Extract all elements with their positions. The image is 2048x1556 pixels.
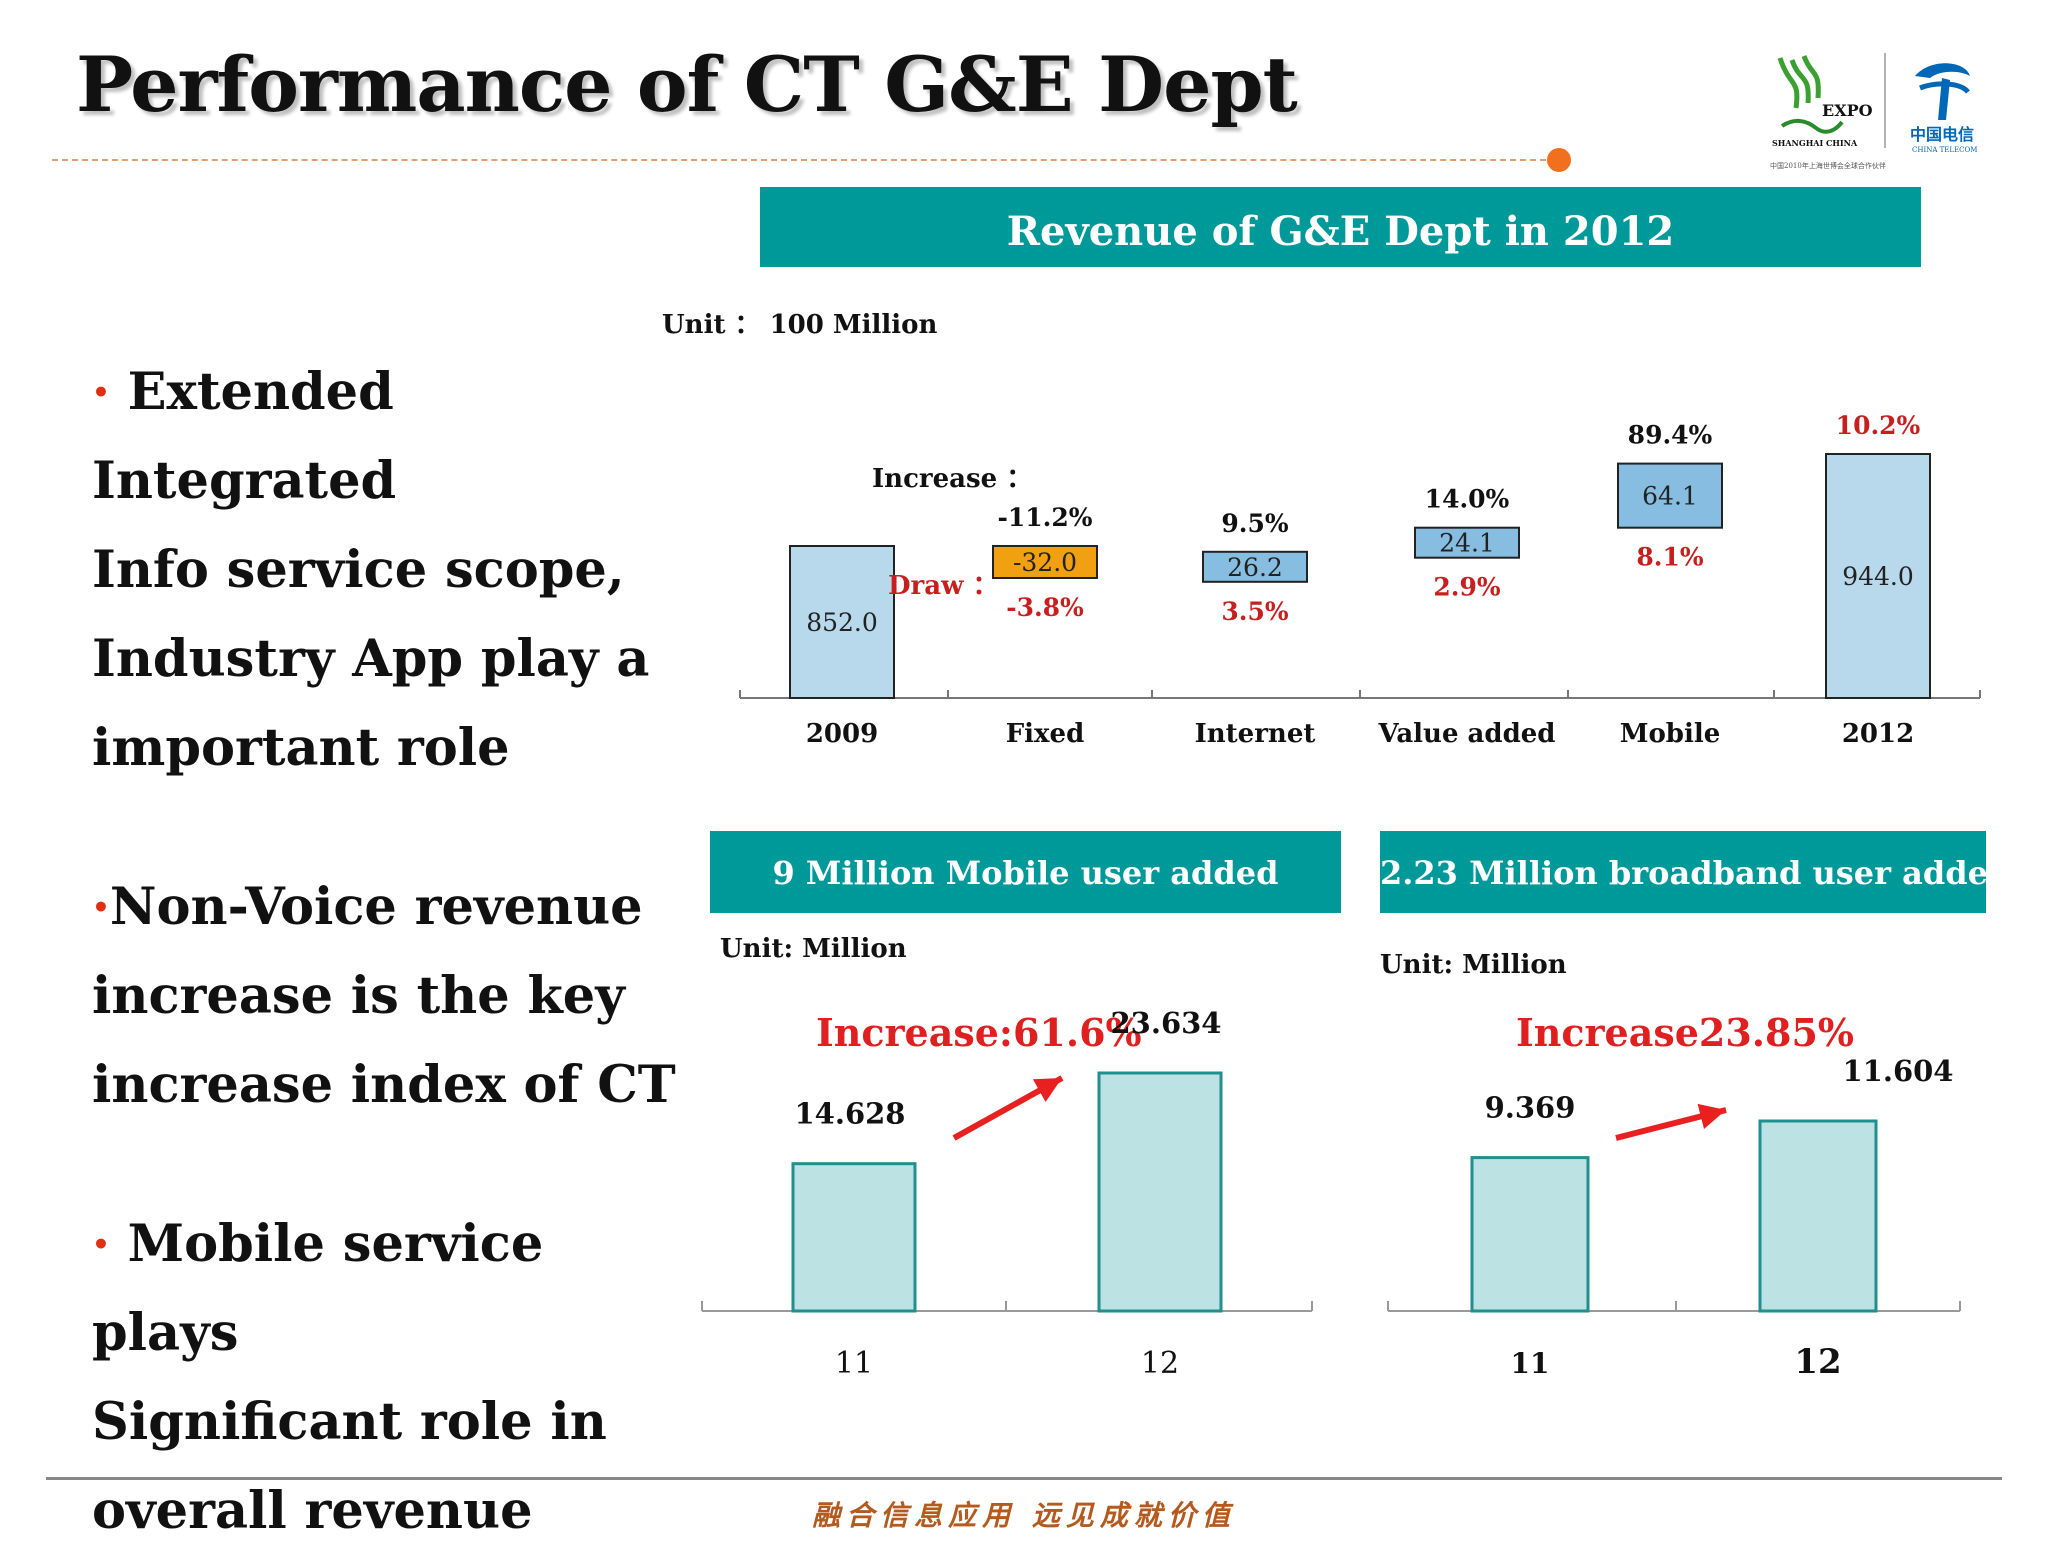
broadband-increase: Increase23.85% — [1516, 1010, 1855, 1055]
bullet-text: Info service scope, — [92, 540, 625, 600]
broadband-banner: 2.23 Million broadband user added — [1380, 831, 2010, 913]
telecom-en: CHINA TELECOM — [1912, 146, 1977, 154]
user-bar — [791, 1162, 917, 1313]
title-divider — [52, 159, 1556, 161]
bullet-line: • Extended Integrated — [92, 348, 692, 526]
bullet-line: Significant role in — [92, 1378, 692, 1467]
bullet-text: Mobile service plays — [92, 1214, 544, 1363]
bullet-text: Significant role in — [92, 1392, 607, 1452]
bullet-item: •Non-Voice revenue increase is the key inc… — [92, 863, 692, 1130]
user-bar — [1097, 1071, 1223, 1313]
increase-percent: 89.4% — [1628, 421, 1713, 450]
waterfall-bar — [1825, 453, 1931, 699]
increase-percent: 9.5% — [1221, 509, 1288, 538]
bar-value-label: 14.628 — [795, 1097, 906, 1131]
draw-percent: 2.9% — [1433, 573, 1500, 602]
draw-percent: 8.1% — [1636, 543, 1703, 572]
category-label: Value added — [1378, 719, 1556, 749]
bullet-line: • Mobile service plays — [92, 1200, 692, 1378]
bullet-text: increase is the key — [92, 966, 625, 1026]
bullet-line: •Non-Voice revenue — [92, 863, 692, 952]
category-label: 2009 — [806, 719, 878, 749]
bullet-dot-icon: • — [92, 376, 110, 409]
bullet-line: Info service scope, — [92, 526, 692, 615]
category-label: Fixed — [1006, 719, 1085, 749]
waterfall-bar — [992, 545, 1098, 579]
bullet-text: overall revenue — [92, 1481, 533, 1541]
revenue-waterfall-chart: 852.0 2009 -32.0 -11.2% -3.8% Fixed 26.2 9.5% 3.… — [739, 411, 1981, 749]
bullet-text: Industry App play a — [92, 629, 650, 689]
category-label: 2012 — [1842, 719, 1914, 749]
bullet-line: increase is the key — [92, 952, 692, 1041]
category-label: 12 — [1794, 1342, 1841, 1382]
draw-percent: -3.8% — [1006, 593, 1084, 622]
bullet-item: • Extended Integrated Info service scope,… — [92, 348, 692, 793]
user-bar — [1470, 1156, 1590, 1313]
mobile-increase: Increase:61.6% — [816, 1010, 1142, 1055]
footer-divider — [46, 1477, 2002, 1480]
bullet-line: overall revenue — [92, 1467, 692, 1556]
expo-sub: SHANGHAI CHINA — [1772, 138, 1858, 148]
increase-percent: -11.2% — [997, 503, 1092, 532]
user-bar — [1758, 1119, 1878, 1313]
footer-slogan: 融合信息应用 远见成就价值 — [812, 1499, 1236, 1532]
broadband-unit: Unit: Million — [1380, 950, 1567, 980]
waterfall-bar — [1414, 526, 1520, 559]
bullet-line: Industry App play a — [92, 615, 692, 704]
waterfall-bar — [789, 545, 895, 699]
bullet-text: increase index of CT — [92, 1055, 676, 1115]
china-telecom-logo-icon: 中国电信 CHINA TELECOM — [1910, 63, 1977, 154]
draw-label: Draw ： — [888, 571, 999, 601]
bullet-item: • Mobile service plays Significant role i… — [92, 1200, 692, 1556]
bullet-list: • Extended Integrated Info service scope,… — [92, 348, 692, 1556]
divider-dot — [1547, 148, 1571, 172]
bullet-line: important role — [92, 704, 692, 793]
bullet-dot-icon: • — [92, 891, 110, 924]
mobile-unit: Unit: Million — [720, 934, 907, 964]
category-label: 11 — [835, 1346, 873, 1381]
arrow-head-icon — [1032, 1078, 1062, 1102]
bullet-text: Extended Integrated — [92, 362, 397, 511]
category-label: 11 — [1511, 1347, 1550, 1380]
category-label: Mobile — [1620, 719, 1721, 749]
draw-percent: 3.5% — [1221, 597, 1288, 626]
bar-value-label: 23.634 — [1111, 1006, 1222, 1040]
expo-text: EXPO — [1822, 101, 1873, 120]
waterfall-value-label: 852.0 — [806, 608, 878, 637]
waterfall-value-label: 944.0 — [1842, 562, 1914, 591]
bullet-dot-icon: • — [92, 1228, 110, 1261]
bullet-text: Non-Voice revenue — [109, 877, 643, 937]
revenue-unit: Unit ： 100 Million — [662, 310, 938, 340]
bar-value-label: 9.369 — [1485, 1091, 1576, 1125]
telecom-cn: 中国电信 — [1910, 125, 1974, 144]
category-label: Internet — [1195, 719, 1316, 749]
revenue-banner: Revenue of G&E Dept in 2012 — [760, 187, 1921, 267]
category-label: 12 — [1141, 1346, 1179, 1381]
waterfall-value-label: 24.1 — [1439, 529, 1495, 558]
partner-logos: EXPO SHANGHAI CHINA 中国2010年上海世博会全球合作伙伴 中… — [1770, 53, 1977, 170]
mobile-users-chart: 14.628 11 23.634 12 — [701, 1006, 1313, 1381]
page-title: Performance of CT G&E Dept — [76, 40, 1298, 129]
expo-tagline: 中国2010年上海世博会全球合作伙伴 — [1770, 161, 1886, 170]
increase-percent: 10.2% — [1836, 411, 1921, 440]
waterfall-bar — [1617, 462, 1723, 529]
expo-logo-icon: EXPO SHANGHAI CHINA 中国2010年上海世博会全球合作伙伴 — [1770, 55, 1886, 170]
waterfall-value-label: 26.2 — [1227, 553, 1283, 582]
bar-value-label: 11.604 — [1843, 1054, 1954, 1088]
waterfall-value-label: -32.0 — [1013, 548, 1077, 577]
arrow-head-icon — [1697, 1103, 1726, 1130]
waterfall-value-label: 64.1 — [1642, 482, 1698, 511]
broadband-users-chart: 9.369 11 11.604 12 — [1387, 1054, 1961, 1382]
increase-percent: 14.0% — [1425, 485, 1510, 514]
increase-label: Increase ： — [872, 464, 1033, 494]
bullet-text: important role — [92, 718, 510, 778]
bullet-line: increase index of CT — [92, 1041, 692, 1130]
waterfall-bar — [1202, 550, 1308, 583]
mobile-banner: 9 Million Mobile user added — [710, 831, 1341, 913]
